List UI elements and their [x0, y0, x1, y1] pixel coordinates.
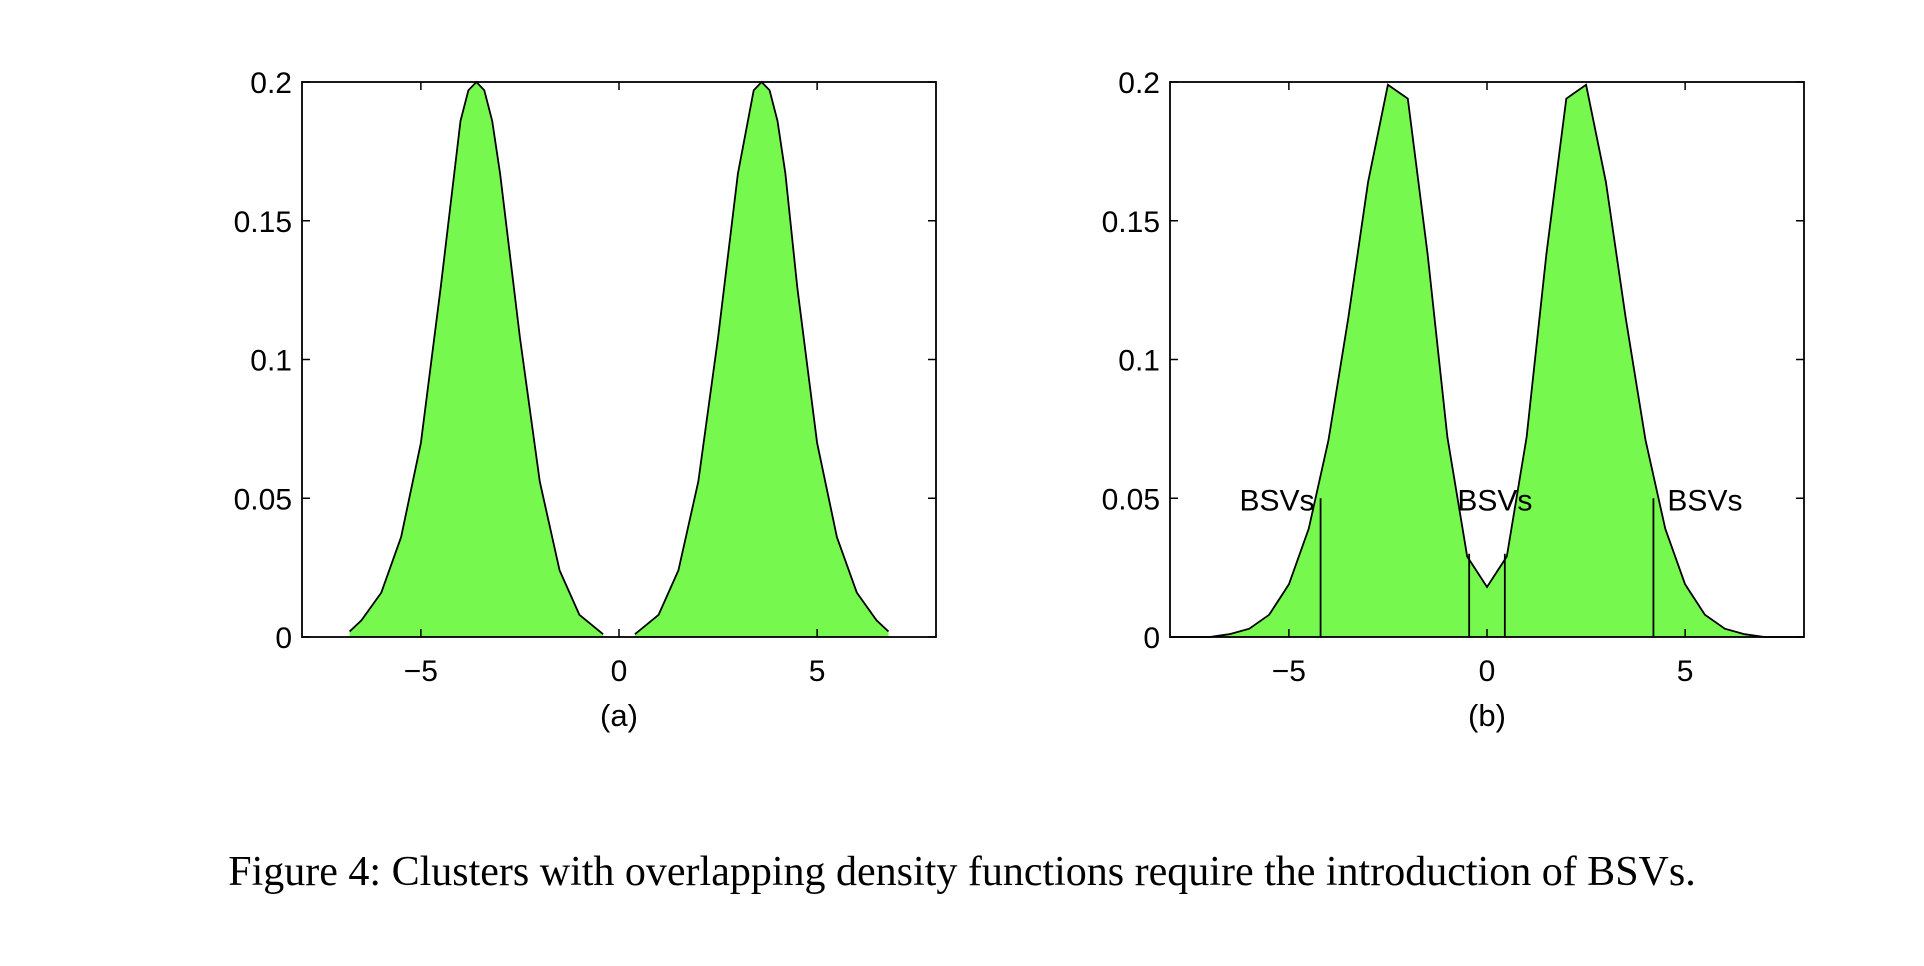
figure-caption: Figure 4: Clusters with overlapping dens…	[228, 849, 1696, 895]
x-tick-label: −5	[1272, 655, 1306, 688]
density-area-1	[349, 82, 604, 637]
chart-panel-1: −5 0 5 0 0.05 0.1 0.15 0.2 (a)	[234, 67, 937, 733]
y-tick-label: 0.15	[234, 206, 292, 239]
y-tick-label: 0.05	[234, 483, 292, 516]
y-tick-label: 0.05	[1102, 483, 1160, 516]
y-tick-label: 0	[1143, 622, 1160, 655]
bsv-annotation: BSVs	[1667, 484, 1742, 517]
density-curve-1	[1170, 83, 1804, 638]
panel-sublabel: (b)	[1468, 698, 1506, 733]
y-tick-label: 0.1	[250, 345, 292, 378]
x-tick-label: −5	[404, 655, 438, 688]
x-tick-label: 5	[809, 655, 826, 688]
x-tick-label: 0	[611, 655, 628, 688]
y-tick-label: 0.2	[1118, 67, 1160, 100]
density-area-2	[634, 82, 889, 637]
chart-panel-2: −5 0 5 0 0.05 0.1 0.15 0.2 BSVs BSVs BSVs (b)	[1102, 67, 1805, 733]
density-curve-2	[634, 80, 890, 635]
panel-sublabel: (a)	[600, 698, 638, 733]
y-tick-label: 0.1	[1118, 345, 1160, 378]
y-tick-label: 0.15	[1102, 206, 1160, 239]
x-tick-label: 0	[1479, 655, 1496, 688]
density-area-1	[1170, 84, 1804, 638]
y-tick-label: 0	[275, 622, 292, 655]
axes-frame	[1169, 81, 1805, 638]
x-tick-label: 5	[1677, 655, 1694, 688]
bsv-annotation: BSVs	[1239, 484, 1314, 517]
bsv-annotation: BSVs	[1457, 484, 1532, 517]
y-tick-label: 0.2	[250, 67, 292, 100]
